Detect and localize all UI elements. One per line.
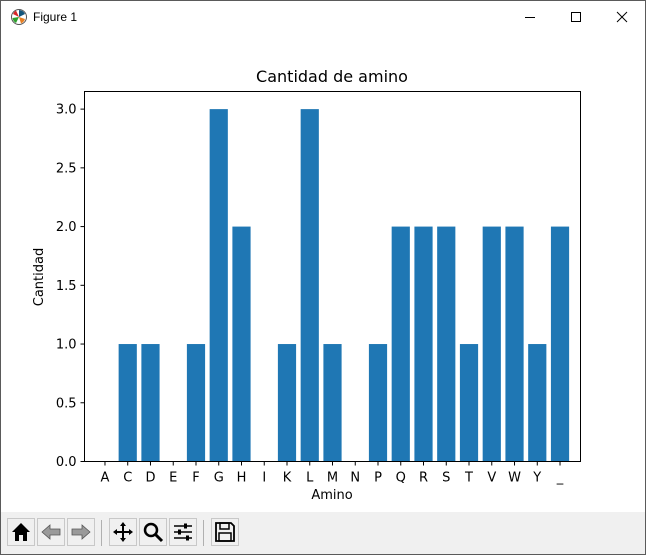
bar-K: [277, 344, 297, 462]
floppy-disk-icon: [215, 522, 235, 542]
figure-background: [1, 33, 645, 511]
x-tick-label: G: [214, 471, 224, 486]
bar-F: [186, 344, 206, 462]
save-button[interactable]: [211, 518, 239, 546]
maximize-icon: [571, 12, 581, 22]
x-tick-label: L: [306, 471, 314, 486]
x-tick-label: T: [464, 471, 473, 486]
bar-T: [459, 344, 479, 462]
x-tick-label: _: [556, 471, 564, 486]
configure-subplots-button[interactable]: [169, 518, 197, 546]
y-axis-ticks: 0.0 0.5 1.0 1.5 2.0 2.5 3.0: [56, 103, 85, 470]
bar-S: [437, 226, 456, 462]
x-tick-label: D: [145, 471, 155, 486]
bar-G: [209, 109, 228, 462]
bar-M: [323, 344, 342, 462]
window-title: Figure 1: [33, 10, 78, 24]
forward-button[interactable]: [67, 518, 95, 546]
chart-title: Cantidad de amino: [256, 67, 408, 86]
y-tick-label: 0.5: [56, 396, 77, 411]
zoom-button[interactable]: [139, 518, 167, 546]
title-bar: Figure 1: [1, 1, 645, 33]
bar-V: [482, 226, 501, 462]
x-tick-label: M: [327, 471, 338, 486]
back-arrow-icon: [41, 524, 61, 540]
toolbar-separator: [203, 520, 204, 546]
x-tick-label: Y: [532, 471, 541, 486]
bar-D: [141, 344, 160, 462]
magnifier-icon: [143, 522, 164, 543]
y-tick-label: 1.0: [56, 338, 77, 353]
x-tick-label: H: [237, 471, 247, 486]
minimize-button[interactable]: [507, 1, 553, 33]
bar-group: [118, 109, 570, 462]
plot-frame: [84, 91, 581, 462]
x-axis-ticks: A C D E F G H I K L M N P Q R S T V W Y _: [101, 461, 564, 486]
x-tick-label: P: [374, 471, 382, 486]
x-tick-label: A: [101, 471, 110, 486]
x-axis-label: Amino: [311, 488, 352, 503]
x-tick-label: N: [350, 471, 360, 486]
bar-chart: Cantidad de amino Cantidad Amino 0.0 0.5 1…: [1, 33, 645, 511]
bar-R: [414, 226, 433, 462]
bar-H: [232, 226, 251, 462]
x-tick-label: C: [123, 471, 132, 486]
x-tick-label: W: [508, 471, 521, 486]
sliders-icon: [174, 523, 192, 541]
bar-Q: [391, 226, 410, 462]
y-tick-label: 2.0: [56, 220, 77, 235]
matplotlib-logo-icon: [11, 9, 27, 25]
home-icon: [12, 523, 30, 541]
x-tick-label: E: [169, 471, 177, 486]
bar-L: [300, 109, 319, 462]
close-icon: [616, 11, 628, 23]
forward-arrow-icon: [71, 524, 91, 540]
bar-_: [550, 226, 570, 462]
back-button[interactable]: [37, 518, 65, 546]
close-button[interactable]: [599, 1, 645, 33]
maximize-button[interactable]: [553, 1, 599, 33]
y-tick-label: 1.5: [56, 279, 77, 294]
navigation-toolbar: [1, 512, 645, 554]
bar-C: [118, 344, 137, 462]
home-button[interactable]: [7, 518, 35, 546]
x-tick-label: R: [419, 471, 428, 486]
x-tick-label: Q: [396, 471, 406, 486]
y-tick-label: 0.0: [56, 455, 77, 470]
x-tick-label: V: [487, 471, 496, 486]
pan-button[interactable]: [109, 518, 137, 546]
y-tick-label: 2.5: [56, 161, 77, 176]
x-tick-label: I: [262, 471, 266, 486]
minimize-icon: [525, 17, 535, 18]
x-tick-label: K: [283, 471, 292, 486]
move-icon: [113, 522, 133, 542]
bar-W: [505, 226, 524, 462]
bar-Y: [528, 344, 547, 462]
y-tick-label: 3.0: [56, 103, 77, 118]
y-axis-label: Cantidad: [32, 248, 47, 306]
toolbar-separator: [101, 520, 102, 546]
x-tick-label: F: [192, 471, 199, 486]
bar-P: [368, 344, 388, 462]
x-tick-label: S: [442, 471, 450, 486]
